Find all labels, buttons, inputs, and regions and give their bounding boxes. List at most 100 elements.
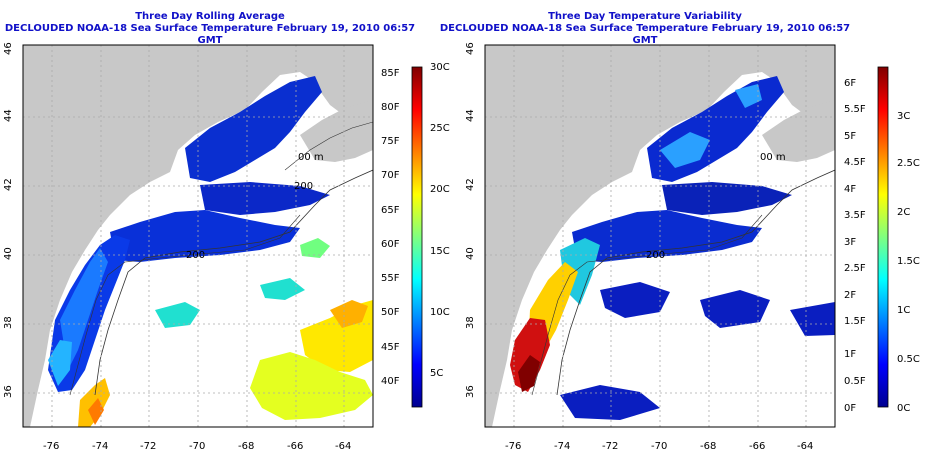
right-lon-axis: -76 -74 -72 -70 -68 -66 -64 (505, 441, 813, 452)
lat-label: 42 (465, 178, 476, 191)
colorbar-label: 20C (430, 184, 450, 195)
right-var-georges (662, 182, 792, 215)
colorbar-label: 50F (381, 307, 400, 318)
colorbar-label: 25C (430, 123, 450, 134)
right-contour-label-1: 200 (646, 250, 665, 261)
left-contour-north (284, 121, 373, 171)
right-land-novascotia (762, 100, 835, 162)
colorbar-label: 2.5F (844, 263, 866, 274)
left-sst-inner (60, 248, 108, 370)
lat-label: 46 (3, 42, 14, 55)
lon-label: -74 (554, 441, 570, 452)
left-map (23, 45, 373, 427)
colorbar-label: 30C (430, 62, 450, 73)
left-land-coast (23, 45, 373, 427)
left-contour-200m (94, 169, 373, 396)
right-map-frame (484, 44, 836, 428)
lat-label: 38 (465, 316, 476, 329)
left-title-line2: DECLOUDED NOAA-18 Sea Surface Temperatur… (4, 23, 416, 46)
left-sst-gulfstream-hot (88, 398, 104, 425)
left-sst-green-patch (300, 238, 330, 258)
left-land-novascotia (300, 100, 373, 162)
lon-label: -64 (797, 441, 813, 452)
right-contour-inner (531, 214, 763, 396)
colorbar-label: 1.5F (844, 316, 866, 327)
left-sst-gulf-of-maine (185, 76, 322, 182)
lon-label: -76 (505, 441, 521, 452)
colorbar-label: 2C (897, 207, 910, 218)
colorbar-label: 85F (381, 68, 400, 79)
lon-label: -72 (602, 441, 618, 452)
right-land-coast (485, 45, 835, 427)
colorbar-label: 5C (430, 368, 443, 379)
left-colorbar-celsius: 30C 25C 20C 15C 10C 5C (430, 62, 450, 379)
left-colorbar (411, 66, 423, 408)
left-lat-axis: 46 44 42 40 38 36 (3, 42, 14, 398)
right-title-line1: Three Day Temperature Variability (548, 11, 742, 22)
lon-label: -70 (651, 441, 667, 452)
colorbar-label: 3.5F (844, 210, 866, 221)
lon-label: -72 (140, 441, 156, 452)
right-var-gulf-light (660, 84, 762, 168)
colorbar-label: 65F (381, 205, 400, 216)
colorbar-label: 3F (844, 237, 856, 248)
colorbar-label: 5F (844, 131, 856, 142)
colorbar-label: 1F (844, 349, 856, 360)
colorbar-label: 2.5C (897, 158, 920, 169)
left-sst-gulfstream (78, 378, 110, 427)
lon-label: -64 (335, 441, 351, 452)
right-var-offshore-patches (560, 282, 835, 420)
right-colorbar-fahrenheit: 6F 5.5F 5F 4.5F 4F 3.5F 3F 2.5F 2F 1.5F … (844, 78, 866, 414)
lon-label: -68 (700, 441, 716, 452)
left-map-title: Three Day Rolling Average DECLOUDED NOAA… (0, 11, 420, 47)
colorbar-label: 15C (430, 246, 450, 257)
right-title-line2: DECLOUDED NOAA-18 Sea Surface Temperatur… (439, 23, 851, 46)
lat-label: 44 (465, 109, 476, 122)
left-map-frame (22, 44, 374, 428)
colorbar-label: 70F (381, 170, 400, 181)
right-var-dark-red (518, 355, 540, 392)
right-colorbar-celsius: 3C 2.5C 2C 1.5C 1C 0.5C 0C (897, 111, 920, 414)
left-sst-offshore-orange (330, 300, 368, 328)
colorbar-label: 45F (381, 342, 400, 353)
lat-label: 40 (3, 247, 14, 260)
colorbar-label: 40F (381, 376, 400, 387)
lat-label: 38 (3, 316, 14, 329)
colorbar-label: 4.5F (844, 157, 866, 168)
right-colorbar (877, 66, 889, 408)
left-contour-label-3: 200 (294, 181, 313, 192)
right-contour-200m (556, 169, 835, 396)
colorbar-label: 1.5C (897, 256, 920, 267)
lat-label: 46 (465, 42, 476, 55)
colorbar-label: 0F (844, 403, 856, 414)
lon-label: -76 (43, 441, 59, 452)
colorbar-label: 80F (381, 102, 400, 113)
lon-label: -70 (189, 441, 205, 452)
left-contour-inner (69, 214, 301, 396)
colorbar-label: 1C (897, 305, 910, 316)
colorbar-label: 10C (430, 307, 450, 318)
left-sst-coastal-cyan (48, 340, 72, 386)
left-sst-cyan-patches (155, 278, 305, 328)
right-map (485, 45, 835, 427)
colorbar-label: 75F (381, 136, 400, 147)
lon-label: -74 (92, 441, 108, 452)
right-var-shelf-north (572, 210, 762, 262)
left-sst-offshore-yellow2 (250, 352, 373, 420)
colorbar-label: 5.5F (844, 104, 866, 115)
lon-label: -68 (238, 441, 254, 452)
right-lat-axis: 46 44 42 40 38 36 (465, 42, 476, 398)
lat-label: 44 (3, 109, 14, 122)
left-lon-axis: -76 -74 -72 -70 -68 -66 -64 (43, 441, 351, 452)
left-contour-label-1: 200 (186, 250, 205, 261)
colorbar-label: 0.5F (844, 376, 866, 387)
left-sst-georges (200, 182, 330, 215)
lat-label: 42 (3, 178, 14, 191)
lat-label: 40 (465, 247, 476, 260)
left-contour-label-2: 00 m (298, 152, 324, 163)
colorbar-label: 55F (381, 273, 400, 284)
left-grid (23, 45, 373, 427)
left-colorbar-fahrenheit: 85F 80F 75F 70F 65F 60F 55F 50F 45F 40F (381, 68, 400, 387)
colorbar-label: 2F (844, 290, 856, 301)
